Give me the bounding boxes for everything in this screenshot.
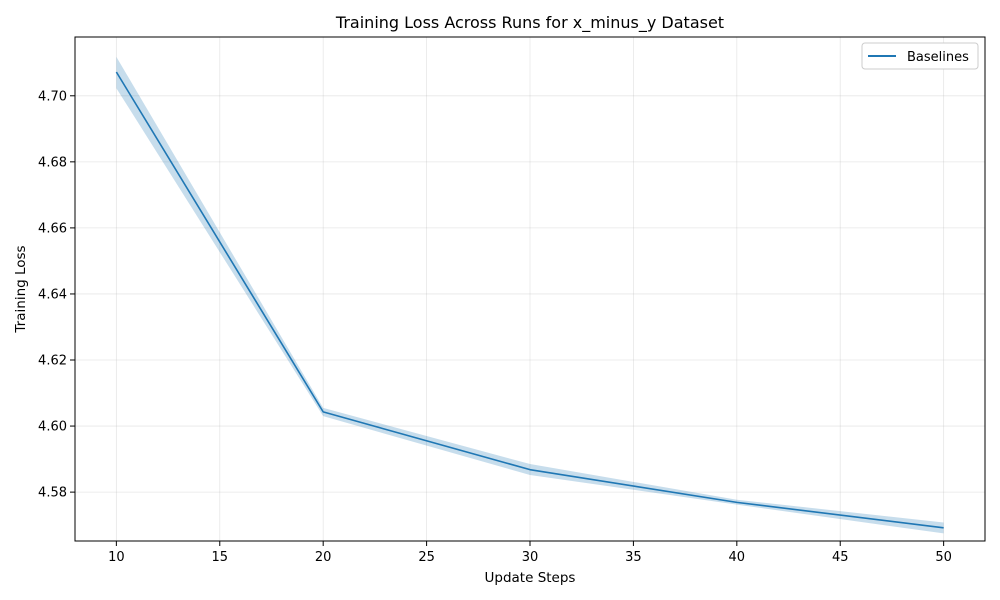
legend-box: [861, 42, 979, 70]
confidence-bands: [116, 56, 944, 534]
x-axis-ticks: 10 15 20 25 30 35 40 45 50: [108, 541, 952, 565]
legend-label-baselines: Baselines: [907, 50, 969, 65]
x-tick-label: 40: [729, 550, 746, 565]
y-tick-label: 4.64: [38, 287, 67, 302]
y-tick-label: 4.68: [38, 155, 67, 170]
x-tick-label: 25: [418, 550, 435, 565]
y-tick-label: 4.62: [38, 354, 67, 369]
x-axis-label: Update Steps: [485, 570, 576, 586]
series-band: [116, 56, 944, 534]
x-tick-label: 35: [625, 550, 642, 565]
grid: [75, 37, 985, 541]
y-axis-ticks: 4.58 4.60 4.62 4.64 4.66 4.68 4.70: [38, 89, 75, 501]
y-tick-label: 4.60: [38, 420, 67, 435]
chart-title: Training Loss Across Runs for x_minus_y …: [335, 13, 724, 33]
x-tick-label: 20: [315, 550, 332, 565]
series-lines: [115, 71, 944, 529]
y-tick-label: 4.70: [38, 89, 67, 104]
x-tick-label: 15: [211, 550, 228, 565]
series-line: [115, 71, 944, 529]
y-axis-label: Training Loss: [13, 245, 29, 333]
legend: Baselines: [861, 42, 979, 70]
x-tick-label: 30: [522, 550, 539, 565]
y-tick-label: 4.66: [38, 221, 67, 236]
y-tick-label: 4.58: [38, 486, 67, 501]
x-tick-label: 45: [832, 550, 849, 565]
x-tick-label: 50: [935, 550, 952, 565]
x-tick-label: 10: [108, 550, 125, 565]
